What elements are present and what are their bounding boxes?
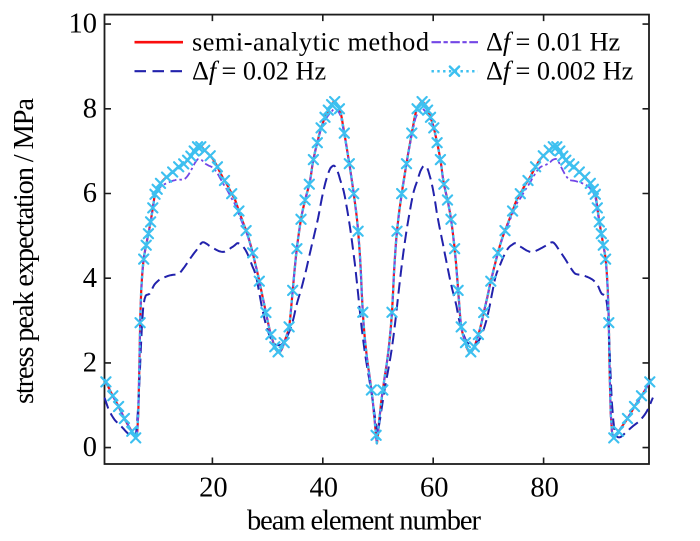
svg-text:4: 4 — [83, 263, 97, 294]
svg-text:Δf = 0.02 Hz: Δf = 0.02 Hz — [192, 57, 326, 86]
svg-text:60: 60 — [420, 473, 449, 504]
svg-text:20: 20 — [199, 473, 228, 504]
svg-text:semi-analytic method: semi-analytic method — [192, 28, 429, 57]
svg-text:8: 8 — [83, 93, 97, 124]
svg-text:Δf = 0.002 Hz: Δf = 0.002 Hz — [486, 57, 633, 86]
svg-text:80: 80 — [530, 473, 559, 504]
svg-text:10: 10 — [69, 9, 98, 40]
svg-text:0: 0 — [83, 432, 97, 463]
svg-text:2: 2 — [83, 348, 97, 379]
svg-text:beam element number: beam element number — [247, 506, 482, 537]
svg-text:stress peak expectation / MPa: stress peak expectation / MPa — [9, 98, 40, 404]
svg-text:40: 40 — [310, 473, 339, 504]
svg-text:Δf = 0.01 Hz: Δf = 0.01 Hz — [486, 28, 620, 57]
svg-text:6: 6 — [83, 178, 97, 209]
